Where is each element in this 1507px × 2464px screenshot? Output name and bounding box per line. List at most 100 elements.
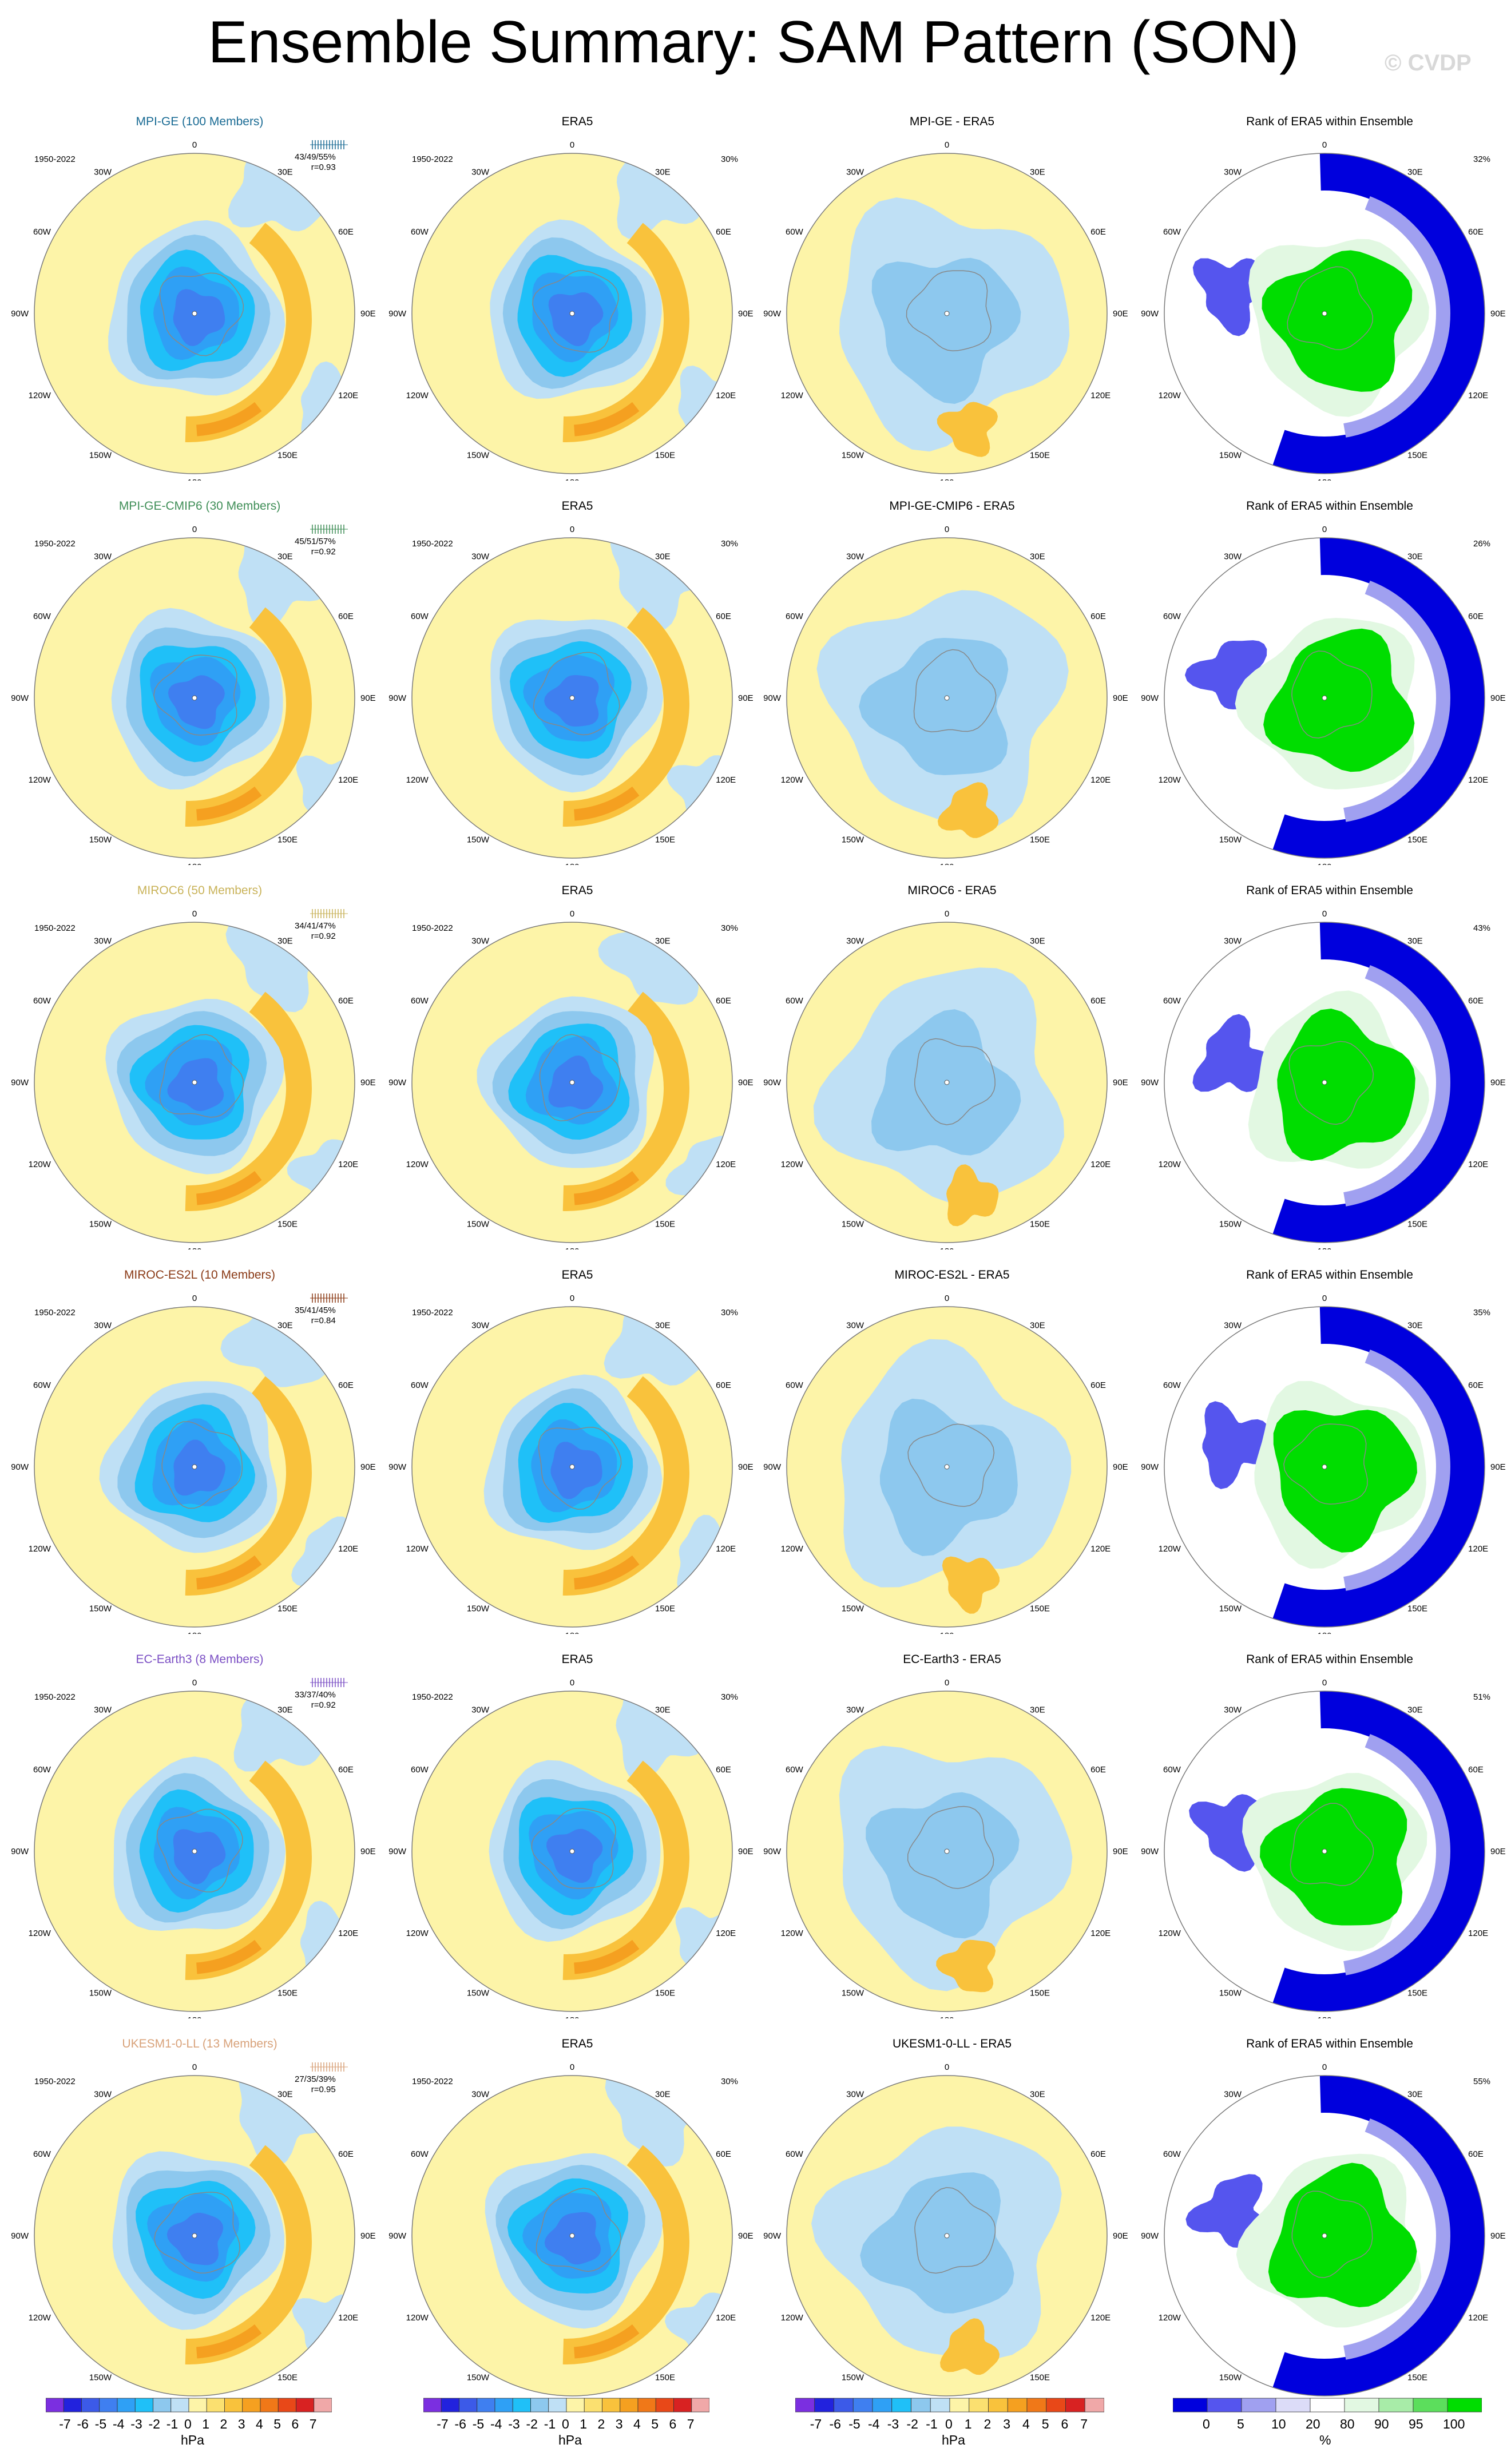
panel-title: UKESM1-0-LL - ERA5 [892,2037,1012,2050]
colorbar-swatch [63,2398,82,2413]
map-axis-label: 60E [338,996,354,1006]
colorbar-unit: hPa [942,2433,965,2447]
map-axis-label: 120W [781,1929,804,1938]
pattern-correlation: r=0.92 [311,547,336,557]
ensemble-spread-strip [310,1678,348,1687]
map-axis-label: 180 [1317,478,1331,481]
diff-panel: MPI-GE - ERA5 0 180 30W 30E 60W 60E 90W 90E 120W 1… [764,114,1140,481]
map-axis-label: 30W [1224,551,1242,561]
map-axis-label: 150E [1030,1604,1050,1614]
panel-title: Rank of ERA5 within Ensemble [1246,499,1413,513]
panel-title: Rank of ERA5 within Ensemble [1246,1268,1413,1281]
map-axis-label: 150W [467,451,490,461]
map-axis-label: 30W [471,1705,490,1715]
colorbar-swatches [46,2398,332,2413]
colorbar-tick-label: 6 [1061,2417,1069,2431]
map-axis-label: 90E [1490,309,1506,319]
colorbar-tick-label: 6 [291,2417,299,2431]
map-axis-label: 60W [411,1765,429,1775]
map-axis-label: 150E [655,1220,675,1229]
map-axis-label: 30E [277,936,293,946]
colorbar-tick-label: -4 [868,2417,880,2431]
map-field [34,153,355,474]
colorbar-tick-label: -6 [829,2417,841,2431]
map-axis-label: 90E [1113,309,1128,319]
panel-title: Rank of ERA5 within Ensemble [1246,2037,1413,2050]
diff-panel: UKESM1-0-LL - ERA5 018030W30E60W60E90W90E… [764,2037,1140,2403]
map-field [412,538,732,858]
stats-box: 34/41/47% r=0.92 [295,921,336,942]
colorbar-swatch [949,2398,970,2413]
panel-title: Rank of ERA5 within Ensemble [1246,884,1413,897]
polar-map: 018030W30E60W60E90W90E120W120E150W150E [11,1678,376,2018]
colorbar-tick-label: 3 [237,2417,245,2431]
period-label: 1950-2022 [412,2077,453,2086]
map-axis-label: 90W [389,309,407,319]
map-axis-label: 150W [1219,835,1242,845]
map-axis-label: 60E [338,227,354,237]
map-axis-label: 60W [786,1765,804,1775]
map-axis-label: 120W [406,2313,429,2323]
map-axis-label: 90W [389,1462,407,1472]
map-axis-label: 150W [1219,1989,1242,1998]
colorbar-unit: % [1319,2433,1331,2447]
map-axis-label: 90E [1113,1462,1128,1472]
map-axis-label: 90W [389,1078,407,1088]
rank-panel: Rank of ERA5 within Ensemble 0 180 30W 30E 60… [1141,499,1507,865]
map-axis-label: 120E [1090,391,1111,400]
map-axis-label: 90W [1141,693,1159,703]
map-axis-label: 120E [1468,1544,1488,1554]
colorbar-tick-label: -1 [544,2417,556,2431]
map-axis-label: 30E [1030,551,1045,561]
panel-title: MPI-GE (100 Members) [136,115,264,128]
panel-title: MIROC-ES2L - ERA5 [894,1268,1010,1281]
map-axis-label: 60E [1468,1380,1484,1390]
colorbar-tick-label: -7 [437,2417,449,2431]
map-axis-label: 90W [11,309,29,319]
period-label: 1950-2022 [34,154,76,164]
colorbar-swatch [930,2398,950,2413]
map-field [787,1691,1107,2011]
map-axis-label: 90E [360,1462,376,1472]
colorbar-tick-label: -5 [848,2417,860,2431]
colorbar-swatch [477,2398,495,2413]
map-axis-label: 90E [738,693,754,703]
colorbar-diff: -7 -6 -5 -4 -3 -2 -1 0 1 2 3 4 5 6 7 hPa [795,2396,1104,2459]
polar-map: 018030W30E60W60E90W90E120W120E150W150E [1141,2062,1506,2403]
map-field [1164,1691,1485,2011]
percent-label: 30% [721,154,739,164]
map-axis-label: 30E [1407,1705,1423,1715]
colorbar-swatch [620,2398,639,2413]
map-axis-label: 150W [1219,1220,1242,1229]
colorbar-tick-label: -2 [148,2417,160,2431]
variance-stats: 35/41/45% [295,1306,336,1315]
map-axis-label: 180 [565,1631,579,1634]
map-axis-label: 30W [846,936,864,946]
colorbar-swatch [1046,2398,1066,2413]
map-field [34,1307,355,1627]
map-axis-label: 90E [1490,1078,1506,1088]
map-axis-label: 60E [338,2149,354,2159]
map-axis-label: 0 [570,909,574,919]
colorbar-tick-label: -1 [926,2417,938,2431]
pattern-correlation: r=0.95 [311,2085,336,2094]
map-axis-label: 30W [471,936,490,946]
map-axis-label: 30E [1407,936,1423,946]
map-axis-label: 120W [1159,1544,1181,1554]
map-axis-label: 90E [1490,1847,1506,1856]
polar-map: 018030W30E60W60E90W90E120W120E150W150E [764,2062,1128,2403]
colorbar-tick-label: 7 [309,2417,317,2431]
colorbar-tick-label: -5 [94,2417,107,2431]
map-axis-label: 60W [411,227,429,237]
panel-title: ERA5 [561,115,593,128]
map-axis-label: 150E [655,1604,675,1614]
watermark: © CVDP [1385,50,1472,76]
panel-title: MIROC6 (50 Members) [137,884,263,897]
map-axis-label: 150E [1030,835,1050,845]
map-axis-label: 30E [655,1705,671,1715]
map-axis-label: 120W [406,1929,429,1938]
map-axis-label: 60E [338,1765,354,1775]
map-axis-label: 60W [786,612,804,621]
map-axis-label: 60W [1163,996,1181,1006]
map-axis-label: 180 [1317,1631,1331,1634]
